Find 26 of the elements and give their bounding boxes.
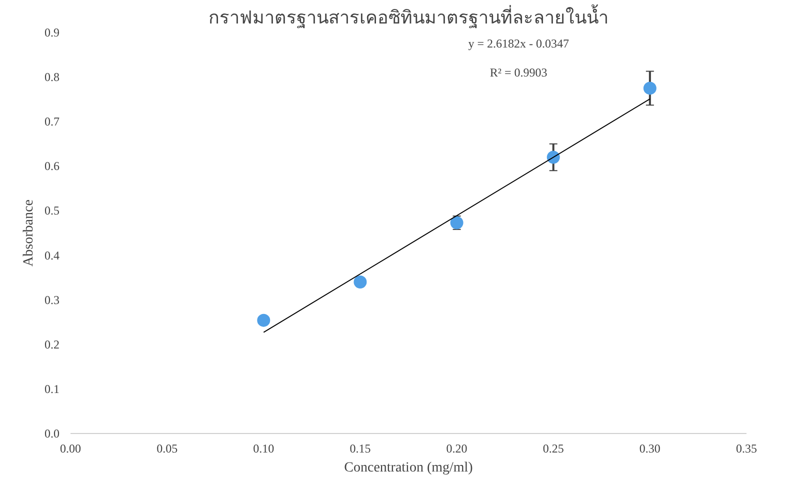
x-tick-label: 0.30: [639, 442, 660, 456]
x-tick-label: 0.35: [736, 442, 757, 456]
point: [643, 82, 656, 95]
y-axis-title: Absorbance: [22, 200, 36, 266]
x-tick-label: 0.10: [253, 442, 274, 456]
y-tick-label: 0.9: [44, 26, 60, 40]
point: [354, 276, 367, 288]
x-tick-label: 0.15: [350, 442, 371, 456]
y-tick-label: 0.4: [44, 248, 60, 262]
point: [257, 314, 270, 327]
y-tick-label: 0.1: [44, 382, 60, 396]
x-axis-title: Concentration (mg/ml): [344, 460, 474, 476]
chart-title: กราฟมาตรฐานสารเคอซิทินมาตรฐานที่ละลายในน้ำ: [208, 4, 608, 28]
annotation: y = 2.6182x - 0.0347: [468, 36, 569, 50]
x-tick-label: 0.20: [446, 442, 468, 456]
x-tick-label: 0.25: [542, 442, 564, 456]
x-tick-label: 0.05: [156, 442, 178, 456]
y-tick-label: 0.8: [44, 70, 60, 84]
y-tick-label: 0.6: [44, 159, 60, 174]
y-tick-label: 0.0: [44, 426, 60, 440]
y-tick-label: 0.2: [44, 337, 60, 352]
x-tick-label: 0.00: [60, 442, 81, 456]
y-tick-label: 0.7: [44, 114, 60, 129]
y-tick-label: 0.3: [44, 292, 60, 307]
annotation: R² = 0.9903: [490, 65, 548, 80]
y-tick-label: 0.5: [44, 204, 60, 218]
